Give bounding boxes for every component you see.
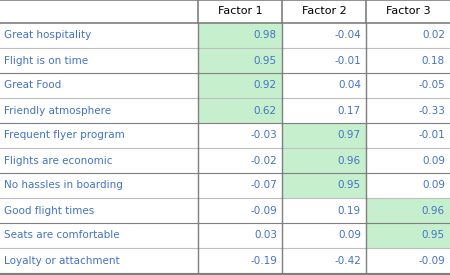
Text: -0.42: -0.42 xyxy=(334,255,361,265)
Text: -0.02: -0.02 xyxy=(250,155,277,166)
Bar xyxy=(282,173,366,198)
Bar xyxy=(198,23,282,48)
Bar xyxy=(366,73,450,98)
Text: -0.09: -0.09 xyxy=(250,205,277,216)
Text: -0.01: -0.01 xyxy=(334,56,361,65)
Text: Frequent flyer program: Frequent flyer program xyxy=(4,131,125,141)
Text: Factor 1: Factor 1 xyxy=(218,7,262,16)
Text: 0.96: 0.96 xyxy=(338,155,361,166)
Text: -0.03: -0.03 xyxy=(250,131,277,141)
Bar xyxy=(366,0,450,23)
Bar xyxy=(366,223,450,248)
Bar xyxy=(282,123,366,148)
Bar xyxy=(198,248,282,273)
Text: 0.09: 0.09 xyxy=(422,180,445,191)
Bar xyxy=(0,48,198,73)
Text: 0.97: 0.97 xyxy=(338,131,361,141)
Bar xyxy=(198,98,282,123)
Text: 0.17: 0.17 xyxy=(338,106,361,116)
Text: -0.07: -0.07 xyxy=(250,180,277,191)
Bar xyxy=(198,223,282,248)
Text: 0.95: 0.95 xyxy=(338,180,361,191)
Bar xyxy=(282,0,366,23)
Text: 0.09: 0.09 xyxy=(422,155,445,166)
Bar xyxy=(0,23,198,48)
Text: Friendly atmosphere: Friendly atmosphere xyxy=(4,106,111,116)
Bar xyxy=(198,73,282,98)
Text: 0.92: 0.92 xyxy=(254,81,277,90)
Text: -0.01: -0.01 xyxy=(418,131,445,141)
Bar xyxy=(366,198,450,223)
Text: Loyalty or attachment: Loyalty or attachment xyxy=(4,255,120,265)
Text: -0.33: -0.33 xyxy=(418,106,445,116)
Text: Good flight times: Good flight times xyxy=(4,205,94,216)
Bar xyxy=(198,48,282,73)
Text: -0.05: -0.05 xyxy=(418,81,445,90)
Bar xyxy=(282,198,366,223)
Bar xyxy=(0,248,198,273)
Bar xyxy=(366,148,450,173)
Text: 0.96: 0.96 xyxy=(422,205,445,216)
Text: 0.04: 0.04 xyxy=(338,81,361,90)
Bar xyxy=(0,173,198,198)
Bar xyxy=(366,173,450,198)
Text: 0.02: 0.02 xyxy=(422,31,445,40)
Bar xyxy=(282,148,366,173)
Bar xyxy=(282,98,366,123)
Text: 0.19: 0.19 xyxy=(338,205,361,216)
Text: Seats are comfortable: Seats are comfortable xyxy=(4,230,120,241)
Text: No hassles in boarding: No hassles in boarding xyxy=(4,180,123,191)
Bar xyxy=(366,248,450,273)
Bar xyxy=(0,198,198,223)
Bar xyxy=(0,0,198,23)
Bar xyxy=(198,123,282,148)
Bar xyxy=(366,48,450,73)
Text: 0.03: 0.03 xyxy=(254,230,277,241)
Text: 0.98: 0.98 xyxy=(254,31,277,40)
Text: -0.19: -0.19 xyxy=(250,255,277,265)
Text: Factor 3: Factor 3 xyxy=(386,7,430,16)
Text: Great Food: Great Food xyxy=(4,81,61,90)
Text: Flight is on time: Flight is on time xyxy=(4,56,88,65)
Bar xyxy=(282,223,366,248)
Bar xyxy=(282,248,366,273)
Bar xyxy=(198,0,282,23)
Text: 0.62: 0.62 xyxy=(254,106,277,116)
Text: Great hospitality: Great hospitality xyxy=(4,31,91,40)
Bar xyxy=(282,23,366,48)
Text: 0.95: 0.95 xyxy=(254,56,277,65)
Text: -0.04: -0.04 xyxy=(334,31,361,40)
Bar xyxy=(366,123,450,148)
Text: Factor 2: Factor 2 xyxy=(302,7,346,16)
Bar xyxy=(0,73,198,98)
Bar xyxy=(366,98,450,123)
Text: -0.09: -0.09 xyxy=(418,255,445,265)
Bar xyxy=(366,23,450,48)
Bar xyxy=(198,173,282,198)
Text: 0.18: 0.18 xyxy=(422,56,445,65)
Bar xyxy=(282,73,366,98)
Bar xyxy=(0,123,198,148)
Bar xyxy=(0,148,198,173)
Bar xyxy=(282,48,366,73)
Text: 0.95: 0.95 xyxy=(422,230,445,241)
Bar xyxy=(0,98,198,123)
Text: Flights are economic: Flights are economic xyxy=(4,155,112,166)
Bar xyxy=(198,198,282,223)
Bar xyxy=(198,148,282,173)
Text: 0.09: 0.09 xyxy=(338,230,361,241)
Bar xyxy=(0,223,198,248)
